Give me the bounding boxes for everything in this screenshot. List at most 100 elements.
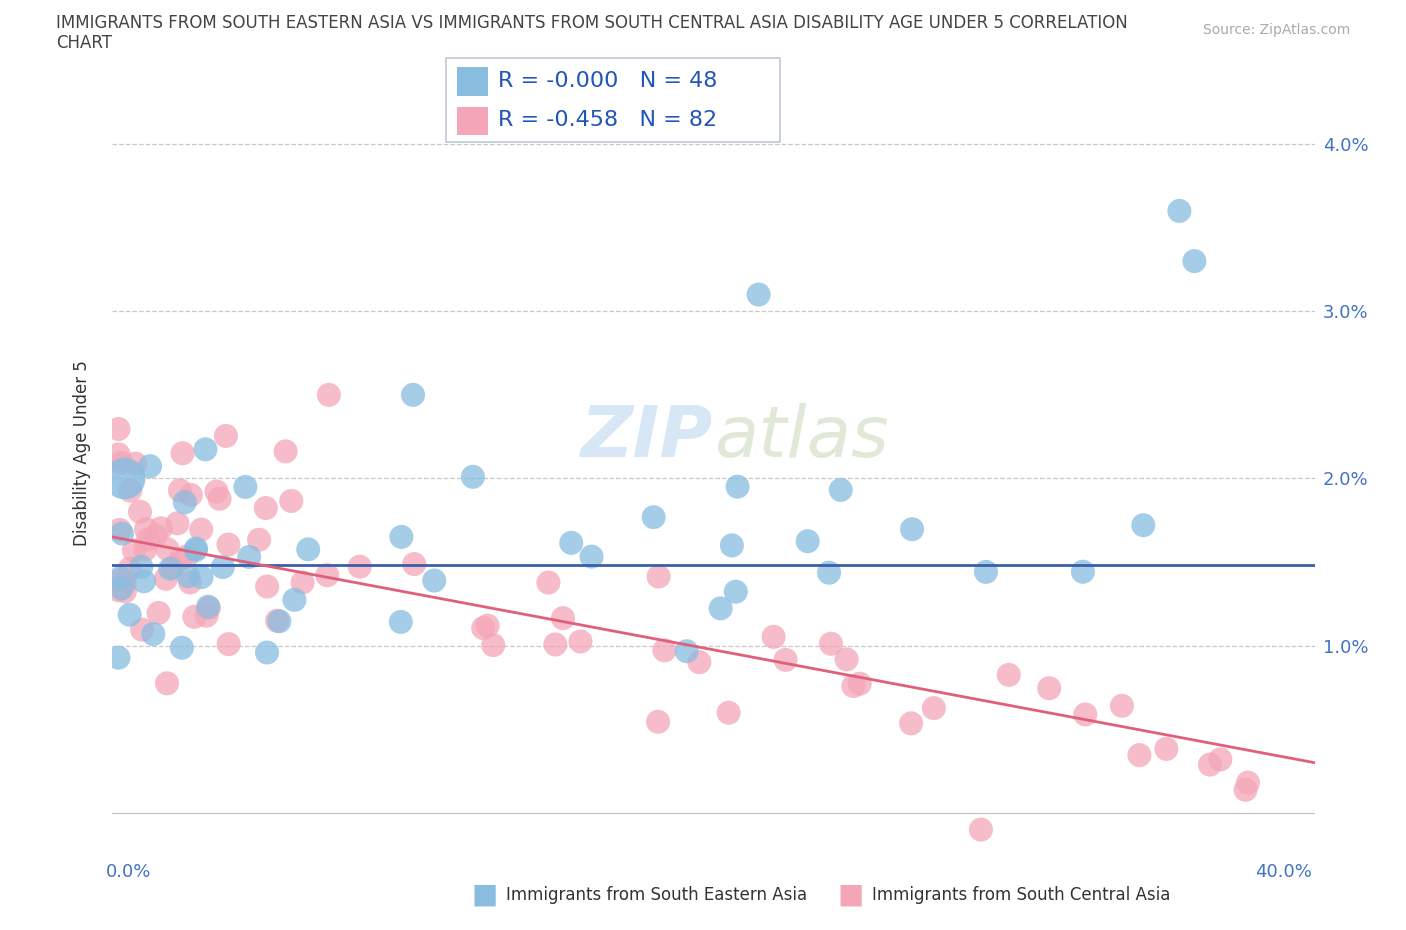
Point	[145, 528, 167, 543]
Point	[190, 570, 212, 585]
Point	[647, 714, 669, 729]
Point	[134, 542, 156, 557]
Point	[169, 483, 191, 498]
Point	[211, 560, 233, 575]
Point	[1128, 748, 1150, 763]
Point	[218, 637, 240, 652]
Text: Source: ZipAtlas.com: Source: ZipAtlas.com	[1202, 23, 1350, 37]
Point	[280, 494, 302, 509]
Text: ZIP: ZIP	[581, 404, 714, 472]
Point	[120, 484, 142, 498]
Point	[180, 487, 202, 502]
Point	[173, 495, 195, 510]
Point	[647, 569, 669, 584]
Point	[461, 470, 484, 485]
Point	[842, 679, 865, 694]
Point	[643, 510, 665, 525]
Point	[901, 522, 924, 537]
Point	[205, 484, 228, 498]
Point	[166, 516, 188, 531]
Point	[114, 471, 136, 485]
Point	[110, 573, 132, 588]
Point	[775, 653, 797, 668]
Point	[107, 583, 129, 598]
Point	[238, 550, 260, 565]
Text: CHART: CHART	[56, 34, 112, 52]
Y-axis label: Disability Age Under 5: Disability Age Under 5	[73, 361, 91, 546]
Point	[190, 522, 212, 537]
Point	[581, 550, 603, 565]
Point	[724, 584, 747, 599]
Point	[118, 607, 141, 622]
Point	[122, 543, 145, 558]
Point	[177, 569, 200, 584]
Point	[254, 500, 277, 515]
Point	[235, 480, 257, 495]
Point	[283, 592, 305, 607]
Point	[389, 615, 412, 630]
Point	[472, 620, 495, 635]
Point	[159, 562, 181, 577]
Point	[748, 287, 770, 302]
Bar	[457, 107, 488, 136]
Point	[316, 567, 339, 582]
Point	[198, 601, 221, 616]
Point	[247, 532, 270, 547]
Text: 0.0%: 0.0%	[105, 863, 150, 882]
Point	[131, 622, 153, 637]
Point	[848, 676, 870, 691]
Point	[274, 444, 297, 458]
Point	[111, 526, 134, 541]
Point	[820, 636, 842, 651]
Point	[131, 559, 153, 574]
Point	[269, 614, 291, 629]
Point	[830, 483, 852, 498]
Point	[537, 575, 560, 590]
Point	[179, 575, 201, 590]
Point	[194, 442, 217, 457]
Point	[208, 491, 231, 506]
Point	[835, 652, 858, 667]
Point	[139, 458, 162, 473]
Text: IMMIGRANTS FROM SOUTH EASTERN ASIA VS IMMIGRANTS FROM SOUTH CENTRAL ASIA DISABIL: IMMIGRANTS FROM SOUTH EASTERN ASIA VS IM…	[56, 14, 1128, 32]
Text: R = -0.458   N = 82: R = -0.458 N = 82	[498, 111, 717, 130]
Point	[184, 543, 207, 558]
Point	[170, 641, 193, 656]
Point	[107, 650, 129, 665]
Point	[482, 638, 505, 653]
Point	[974, 565, 997, 579]
Text: 40.0%: 40.0%	[1256, 863, 1312, 882]
Text: atlas: atlas	[714, 404, 889, 472]
Point	[1038, 681, 1060, 696]
Point	[107, 447, 129, 462]
Point	[176, 549, 198, 564]
Point	[1156, 741, 1178, 756]
Point	[183, 609, 205, 624]
Point	[423, 573, 446, 588]
Point	[1074, 707, 1097, 722]
Point	[1234, 782, 1257, 797]
Point	[654, 643, 676, 658]
Point	[256, 579, 278, 594]
Text: ■: ■	[838, 881, 863, 909]
Point	[108, 523, 131, 538]
Point	[796, 534, 818, 549]
Point	[349, 559, 371, 574]
Point	[727, 479, 749, 494]
Text: ■: ■	[472, 881, 498, 909]
Point	[318, 388, 340, 403]
Text: R = -0.000   N = 48: R = -0.000 N = 48	[498, 71, 717, 90]
Point	[132, 574, 155, 589]
Point	[110, 456, 132, 471]
Point	[197, 599, 219, 614]
Point	[1237, 776, 1260, 790]
Point	[688, 655, 710, 670]
Point	[135, 522, 157, 537]
Point	[900, 716, 922, 731]
Point	[997, 668, 1019, 683]
Point	[970, 822, 993, 837]
Point	[922, 700, 945, 715]
Point	[402, 388, 425, 403]
Point	[569, 634, 592, 649]
Point	[1184, 254, 1206, 269]
